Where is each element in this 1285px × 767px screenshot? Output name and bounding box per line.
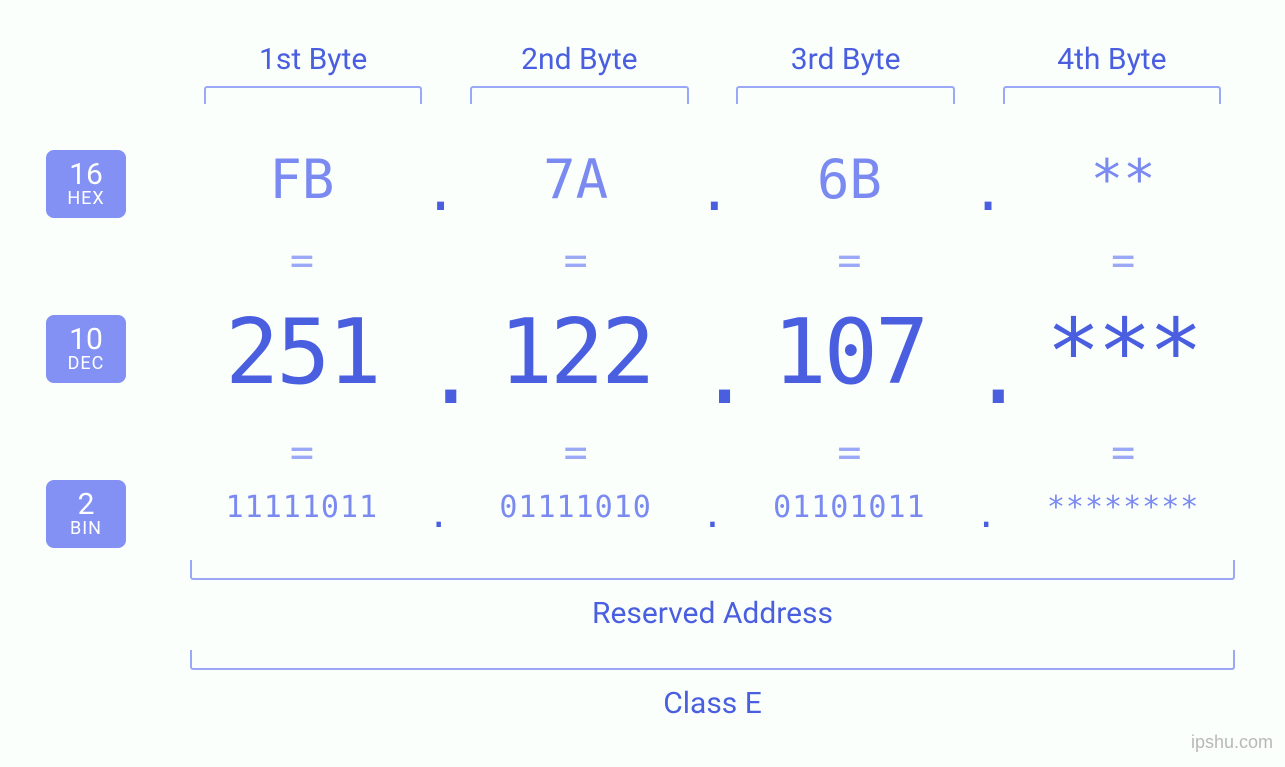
hex-byte-4: **: [1001, 148, 1245, 211]
bin-byte-4: ********: [1001, 490, 1245, 525]
dec-byte-4: ***: [1001, 300, 1245, 405]
base-badge-hex-name: HEX: [67, 190, 104, 209]
base-badge-bin-name: BIN: [70, 520, 102, 539]
dec-row: 251 . 122 . 107 . ***: [180, 300, 1245, 405]
byte-header-1: 1st Byte: [180, 42, 446, 77]
base-badge-dec: 10 DEC: [46, 315, 126, 383]
dot-separator: .: [698, 350, 728, 395]
hex-byte-3: 6B: [728, 148, 972, 211]
equals-icon: =: [454, 430, 698, 476]
hex-byte-1: FB: [180, 148, 424, 211]
dec-byte-1: 251: [180, 300, 424, 405]
equals-icon: =: [454, 238, 698, 284]
equals-row: = = = =: [180, 238, 1245, 284]
bin-byte-1: 11111011: [180, 490, 424, 525]
byte-header-2: 2nd Byte: [446, 42, 712, 77]
equals-icon: =: [728, 430, 972, 476]
equals-icon: =: [1001, 430, 1245, 476]
byte-bracket-row: [180, 86, 1245, 104]
bin-row: 11111011 . 01111010 . 01101011 . *******…: [180, 490, 1245, 525]
hex-row: FB . 7A . 6B . **: [180, 148, 1245, 211]
byte-header-row: 1st Byte 2nd Byte 3rd Byte 4th Byte: [180, 42, 1245, 77]
equals-icon: =: [180, 430, 424, 476]
byte-bracket: [446, 86, 712, 104]
dec-byte-2: 122: [454, 300, 698, 405]
dot-separator: .: [424, 507, 454, 525]
reserved-bracket: [190, 560, 1235, 580]
dot-separator: .: [698, 178, 728, 206]
bin-byte-2: 01111010: [454, 490, 698, 525]
equals-row: = = = =: [180, 430, 1245, 476]
base-badge-hex: 16 HEX: [46, 150, 126, 218]
base-badge-dec-name: DEC: [68, 355, 105, 374]
dot-separator: .: [971, 350, 1001, 395]
byte-header-3: 3rd Byte: [713, 42, 979, 77]
byte-bracket: [180, 86, 446, 104]
base-badge-dec-num: 10: [69, 324, 103, 356]
watermark: ipshu.com: [1191, 732, 1273, 753]
base-badge-bin-num: 2: [78, 489, 95, 521]
dec-byte-3: 107: [728, 300, 972, 405]
dot-separator: .: [424, 178, 454, 206]
dot-separator: .: [698, 507, 728, 525]
dot-separator: .: [424, 350, 454, 395]
base-badge-hex-num: 16: [69, 159, 103, 191]
hex-byte-2: 7A: [454, 148, 698, 211]
class-label: Class E: [0, 686, 1285, 721]
equals-icon: =: [1001, 238, 1245, 284]
dot-separator: .: [971, 507, 1001, 525]
base-badge-bin: 2 BIN: [46, 480, 126, 548]
equals-icon: =: [728, 238, 972, 284]
reserved-label: Reserved Address: [0, 596, 1285, 631]
byte-bracket: [979, 86, 1245, 104]
equals-icon: =: [180, 238, 424, 284]
byte-bracket: [713, 86, 979, 104]
bin-byte-3: 01101011: [728, 490, 972, 525]
dot-separator: .: [971, 178, 1001, 206]
byte-header-4: 4th Byte: [979, 42, 1245, 77]
class-bracket: [190, 650, 1235, 670]
